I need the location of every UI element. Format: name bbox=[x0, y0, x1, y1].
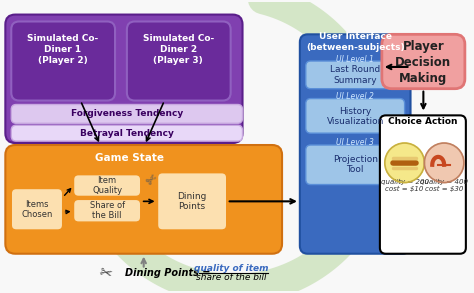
FancyBboxPatch shape bbox=[157, 173, 227, 230]
Text: Dining
Points: Dining Points bbox=[177, 192, 207, 211]
FancyBboxPatch shape bbox=[11, 105, 243, 123]
FancyBboxPatch shape bbox=[382, 34, 465, 89]
FancyBboxPatch shape bbox=[11, 21, 115, 100]
Circle shape bbox=[385, 143, 424, 183]
Text: UI Level 3: UI Level 3 bbox=[336, 137, 374, 146]
FancyBboxPatch shape bbox=[5, 145, 282, 254]
Text: Game State: Game State bbox=[95, 153, 164, 163]
Text: share of the bill: share of the bill bbox=[196, 273, 267, 282]
Text: Item
Quality: Item Quality bbox=[92, 176, 122, 195]
Text: UI Level 2: UI Level 2 bbox=[336, 92, 374, 101]
Text: ✄: ✄ bbox=[143, 171, 160, 188]
Text: quality = 200
cost = $10: quality = 200 cost = $10 bbox=[381, 179, 428, 192]
FancyBboxPatch shape bbox=[300, 34, 410, 254]
Text: Items
Chosen: Items Chosen bbox=[21, 200, 53, 219]
Text: quality of item: quality of item bbox=[194, 264, 269, 273]
FancyBboxPatch shape bbox=[73, 199, 141, 222]
FancyBboxPatch shape bbox=[380, 115, 466, 254]
Text: Share of
the Bill: Share of the Bill bbox=[90, 201, 125, 220]
FancyBboxPatch shape bbox=[306, 98, 405, 133]
FancyBboxPatch shape bbox=[5, 15, 243, 143]
Text: Choice Action: Choice Action bbox=[388, 117, 457, 126]
Text: History
Visualization: History Visualization bbox=[327, 107, 384, 126]
Text: Forgiveness Tendency: Forgiveness Tendency bbox=[71, 109, 183, 118]
Text: quality = 400
cost = $30: quality = 400 cost = $30 bbox=[420, 179, 468, 192]
Circle shape bbox=[424, 143, 464, 183]
FancyBboxPatch shape bbox=[73, 175, 141, 196]
FancyBboxPatch shape bbox=[306, 145, 405, 185]
FancyBboxPatch shape bbox=[127, 21, 231, 100]
Text: Player
Decision
Making: Player Decision Making bbox=[395, 40, 451, 84]
Text: Dining Points =: Dining Points = bbox=[125, 268, 210, 278]
Text: ✂: ✂ bbox=[97, 265, 113, 282]
Text: Simulated Co-
Diner 1
(Player 2): Simulated Co- Diner 1 (Player 2) bbox=[27, 34, 98, 65]
Text: Projection
Tool: Projection Tool bbox=[333, 155, 378, 175]
Text: Simulated Co-
Diner 2
(Player 3): Simulated Co- Diner 2 (Player 3) bbox=[143, 34, 214, 65]
Text: UI Level 1: UI Level 1 bbox=[336, 54, 374, 64]
FancyBboxPatch shape bbox=[11, 125, 243, 141]
Text: User Interface
(between-subjects): User Interface (between-subjects) bbox=[306, 32, 404, 52]
Text: Last Round
Summary: Last Round Summary bbox=[330, 65, 380, 85]
FancyBboxPatch shape bbox=[11, 188, 63, 230]
FancyBboxPatch shape bbox=[306, 61, 405, 89]
Text: Betrayal Tendency: Betrayal Tendency bbox=[80, 129, 174, 138]
